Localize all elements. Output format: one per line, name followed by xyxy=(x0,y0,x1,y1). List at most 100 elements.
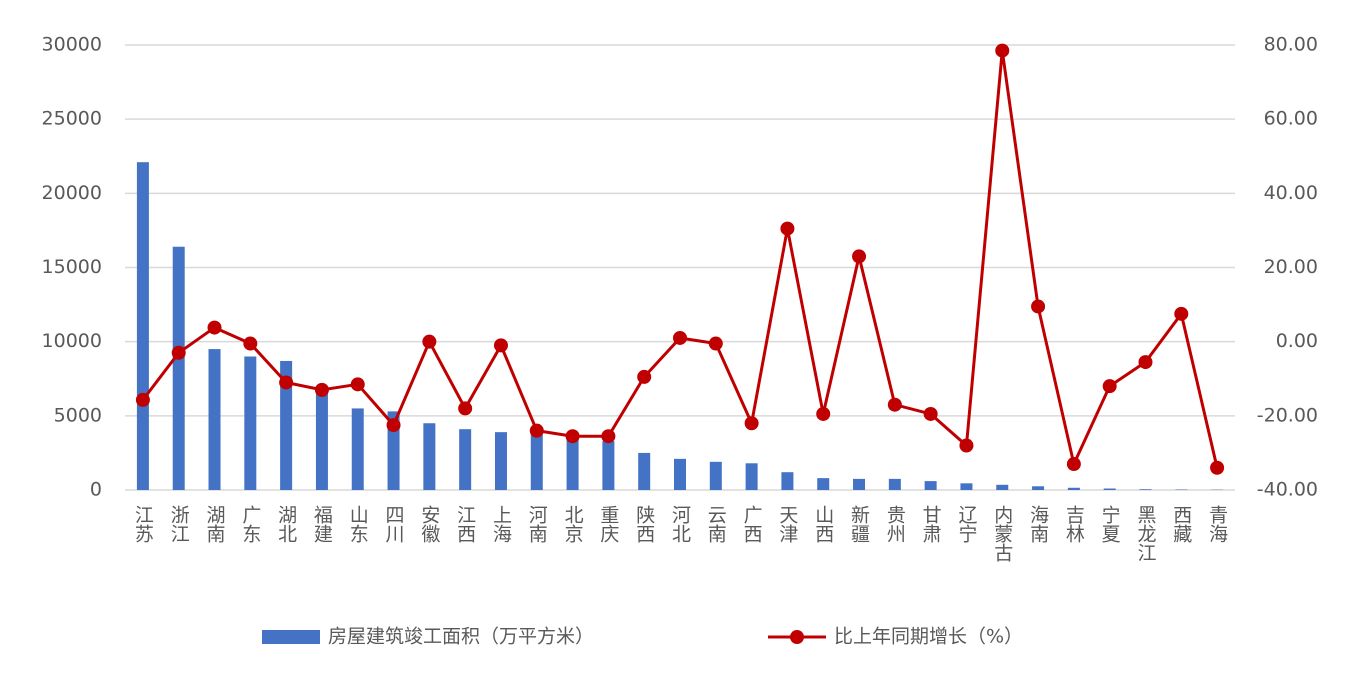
x-tick-label: 山西 xyxy=(812,505,834,543)
bar xyxy=(244,356,257,490)
x-tick-label: 江苏 xyxy=(132,505,154,543)
bar xyxy=(674,458,686,490)
x-tick-label: 辽宁 xyxy=(955,505,977,543)
x-tick-label: 宁夏 xyxy=(1099,505,1121,543)
y-tick-label: 30000 xyxy=(42,34,102,56)
legend-label: 比上年同期增长（%） xyxy=(834,626,1023,648)
bar xyxy=(351,408,364,490)
y2-tick-label: -40.00 xyxy=(1257,479,1318,501)
bar xyxy=(781,472,794,490)
y2-tick-label: -20.00 xyxy=(1257,404,1318,426)
bar xyxy=(459,429,472,490)
x-tick-label: 天津 xyxy=(776,505,798,543)
x-tick-label: 河北 xyxy=(669,505,691,543)
line-point xyxy=(1138,355,1153,370)
bar xyxy=(745,463,758,490)
line-point xyxy=(852,249,867,264)
y-tick-label: 20000 xyxy=(42,182,102,204)
bar xyxy=(1139,489,1152,490)
y-tick-label: 25000 xyxy=(42,108,102,130)
x-tick-label: 西藏 xyxy=(1170,505,1192,544)
line-point xyxy=(708,336,723,351)
bar xyxy=(494,432,507,490)
line-point xyxy=(171,345,186,360)
x-tick-label: 黑龙江 xyxy=(1134,505,1156,562)
line-point xyxy=(1031,299,1046,314)
x-tick-label: 新疆 xyxy=(848,505,870,543)
line-point xyxy=(243,336,258,351)
y-tick-label: 5000 xyxy=(54,404,102,426)
bar xyxy=(280,360,293,490)
x-tick-label: 河南 xyxy=(526,505,548,543)
bar xyxy=(136,162,149,490)
line-point xyxy=(314,382,329,397)
x-tick-label: 甘肃 xyxy=(920,505,942,543)
line-point xyxy=(780,221,795,236)
bar xyxy=(172,246,185,490)
x-tick-label: 上海 xyxy=(490,505,512,543)
line-point xyxy=(529,423,544,438)
x-tick-label: 云南 xyxy=(705,505,727,543)
line-point xyxy=(601,429,616,444)
y2-tick-label: 20.00 xyxy=(1264,256,1318,278)
bar xyxy=(530,433,543,490)
x-tick-label: 青海 xyxy=(1206,505,1228,543)
y2-tick-label: 60.00 xyxy=(1264,108,1318,130)
line-point xyxy=(207,320,222,335)
bar xyxy=(423,423,436,490)
bar xyxy=(1032,486,1045,490)
bar xyxy=(960,483,973,490)
line-point xyxy=(458,401,473,416)
x-tick-label: 湖南 xyxy=(204,505,226,543)
line-point xyxy=(816,406,831,421)
x-tick-label: 内蒙古 xyxy=(991,505,1013,562)
line-point xyxy=(279,375,294,390)
line xyxy=(141,50,1219,469)
line-point xyxy=(1066,457,1081,472)
x-tick-label: 广东 xyxy=(239,505,261,543)
y-tick-label: 15000 xyxy=(42,256,102,278)
y2-tick-label: 40.00 xyxy=(1264,182,1318,204)
line-point xyxy=(637,369,652,384)
x-tick-label: 安徽 xyxy=(418,505,440,543)
y-tick-label: 0 xyxy=(90,479,102,501)
line-point xyxy=(386,418,401,433)
line-point xyxy=(673,330,687,345)
bar xyxy=(853,478,866,490)
bar xyxy=(1103,488,1116,490)
line-point xyxy=(493,338,508,353)
legend-swatch xyxy=(790,630,804,644)
bar xyxy=(315,393,328,490)
bar xyxy=(566,436,579,490)
bar xyxy=(924,481,937,490)
bar xyxy=(996,484,1009,490)
legend-swatch xyxy=(262,630,320,644)
bar xyxy=(602,441,615,490)
x-tick-label: 江西 xyxy=(454,505,476,543)
line-point xyxy=(350,377,365,392)
line-point xyxy=(135,392,150,407)
line-point xyxy=(959,438,974,453)
bar xyxy=(888,478,901,490)
line-point xyxy=(1210,460,1225,475)
x-tick-label: 湖北 xyxy=(275,505,297,543)
x-tick-label: 陕西 xyxy=(633,505,655,543)
bar xyxy=(1067,487,1080,490)
y2-tick-label: 0.00 xyxy=(1276,330,1318,352)
x-tick-label: 广西 xyxy=(741,505,763,543)
line-point xyxy=(422,334,437,349)
x-tick-label: 山东 xyxy=(347,505,369,543)
bar xyxy=(638,452,651,490)
bar xyxy=(817,478,830,490)
y2-tick-label: 80.00 xyxy=(1264,34,1318,56)
line-point xyxy=(565,429,580,444)
line-point xyxy=(923,406,938,421)
line-point xyxy=(1102,379,1117,394)
x-tick-label: 贵州 xyxy=(884,505,906,543)
line-point xyxy=(1174,306,1189,321)
y-tick-label: 10000 xyxy=(42,330,102,352)
x-tick-label: 福建 xyxy=(311,505,333,543)
x-tick-label: 浙江 xyxy=(168,505,190,543)
legend-label: 房屋建筑竣工面积（万平方米） xyxy=(328,626,594,648)
